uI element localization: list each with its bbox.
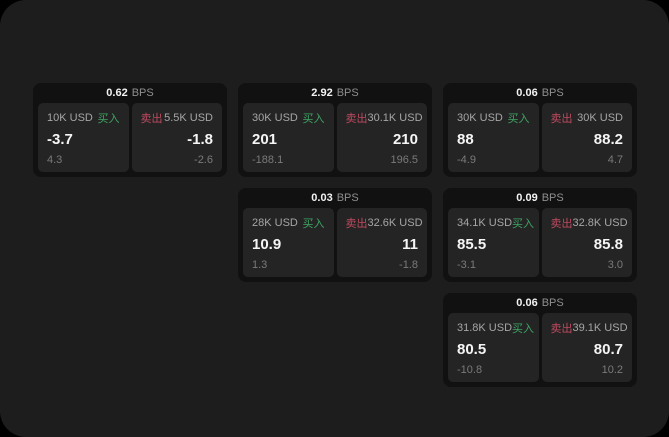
sell-price: -1.8: [187, 130, 213, 148]
sell-change: 4.7: [607, 154, 623, 166]
buy-price: 201: [252, 130, 278, 148]
sell-side-label: 卖出: [345, 113, 368, 125]
buy-side-label: 买入: [512, 323, 535, 335]
sell-price: 11: [402, 235, 418, 253]
card-header: 0.62 BPS: [38, 83, 222, 103]
buy-change: -188.1: [252, 154, 284, 166]
sell-amount: 5.5K USD: [164, 112, 213, 124]
sell-panel[interactable]: 卖出 30.1K USD 210 196.5: [336, 103, 427, 172]
sell-change: 196.5: [390, 154, 418, 166]
bps-value: 0.06: [516, 87, 538, 99]
buy-panel[interactable]: 30K USD 买入 201 -188.1: [243, 103, 334, 172]
sell-panel[interactable]: 卖出 30K USD 88.2 4.7: [541, 103, 632, 172]
buy-price: 85.5: [457, 235, 487, 253]
bps-unit-label: BPS: [131, 87, 154, 99]
buy-side-label: 买入: [302, 113, 325, 125]
buy-side-label: 买入: [512, 218, 535, 230]
card-header: 0.09 BPS: [448, 188, 632, 208]
bps-unit-label: BPS: [336, 87, 359, 99]
buy-price: -3.7: [47, 130, 73, 148]
bps-value: 0.06: [516, 297, 538, 309]
quote-card: 0.03 BPS 28K USD 买入 10.9 1.3 卖出 32.6K US…: [238, 188, 432, 282]
buy-sell-panels: 31.8K USD 买入 80.5 -10.8 卖出 39.1K USD 80.…: [448, 313, 632, 382]
buy-price: 10.9: [252, 235, 282, 253]
buy-side-label: 买入: [97, 113, 120, 125]
sell-price: 88.2: [593, 130, 623, 148]
sell-change: -2.6: [194, 154, 213, 166]
quote-card: 0.06 BPS 31.8K USD 买入 80.5 -10.8 卖出 39.1…: [443, 293, 637, 387]
sell-amount: 39.1K USD: [572, 322, 628, 334]
buy-amount: 10K USD: [47, 112, 93, 124]
sell-side-label: 卖出: [345, 218, 368, 230]
sell-amount: 30K USD: [577, 112, 623, 124]
buy-change: 4.3: [47, 154, 63, 166]
buy-side-label: 买入: [302, 218, 325, 230]
bps-value: 2.92: [311, 87, 333, 99]
sell-panel[interactable]: 卖出 5.5K USD -1.8 -2.6: [131, 103, 222, 172]
sell-amount: 32.8K USD: [572, 217, 628, 229]
bps-unit-label: BPS: [541, 297, 564, 309]
sell-change: -1.8: [399, 259, 418, 271]
buy-change: -3.1: [457, 259, 476, 271]
sell-amount: 30.1K USD: [367, 112, 423, 124]
card-header: 2.92 BPS: [243, 83, 427, 103]
bps-value: 0.09: [516, 192, 538, 204]
sell-price: 85.8: [593, 235, 623, 253]
quote-card: 0.62 BPS 10K USD 买入 -3.7 4.3 卖出 5.5K USD: [33, 83, 227, 177]
buy-change: 1.3: [252, 259, 268, 271]
sell-side-label: 卖出: [550, 323, 573, 335]
buy-panel[interactable]: 31.8K USD 买入 80.5 -10.8: [448, 313, 539, 382]
sell-side-label: 卖出: [550, 218, 573, 230]
sell-panel[interactable]: 卖出 39.1K USD 80.7 10.2: [541, 313, 632, 382]
card-header: 0.06 BPS: [448, 293, 632, 313]
bps-unit-label: BPS: [541, 87, 564, 99]
buy-side-label: 买入: [507, 113, 530, 125]
bps-value: 0.62: [106, 87, 128, 99]
buy-panel[interactable]: 30K USD 买入 88 -4.9: [448, 103, 539, 172]
sell-price: 80.7: [593, 340, 623, 358]
sell-price: 210: [392, 130, 418, 148]
buy-price: 80.5: [457, 340, 487, 358]
buy-price: 88: [457, 130, 474, 148]
buy-sell-panels: 28K USD 买入 10.9 1.3 卖出 32.6K USD 11 -1.8: [243, 208, 427, 277]
card-header: 0.03 BPS: [243, 188, 427, 208]
buy-panel[interactable]: 10K USD 买入 -3.7 4.3: [38, 103, 129, 172]
sell-panel[interactable]: 卖出 32.6K USD 11 -1.8: [336, 208, 427, 277]
sell-panel[interactable]: 卖出 32.8K USD 85.8 3.0: [541, 208, 632, 277]
buy-sell-panels: 30K USD 买入 201 -188.1 卖出 30.1K USD 210 1…: [243, 103, 427, 172]
buy-amount: 30K USD: [252, 112, 298, 124]
buy-sell-panels: 34.1K USD 买入 85.5 -3.1 卖出 32.8K USD 85.8…: [448, 208, 632, 277]
sell-change: 3.0: [607, 259, 623, 271]
bps-unit-label: BPS: [336, 192, 359, 204]
buy-amount: 31.8K USD: [457, 322, 513, 334]
bps-unit-label: BPS: [541, 192, 564, 204]
quote-cards-grid: 0.62 BPS 10K USD 买入 -3.7 4.3 卖出 5.5K USD: [33, 83, 637, 387]
sell-side-label: 卖出: [550, 113, 573, 125]
buy-change: -10.8: [457, 364, 483, 376]
buy-amount: 30K USD: [457, 112, 503, 124]
buy-sell-panels: 10K USD 买入 -3.7 4.3 卖出 5.5K USD -1.8 -2.…: [38, 103, 222, 172]
quote-card: 0.06 BPS 30K USD 买入 88 -4.9 卖出 30K USD: [443, 83, 637, 177]
bps-value: 0.03: [311, 192, 333, 204]
sell-change: 10.2: [601, 364, 623, 376]
sell-side-label: 卖出: [140, 113, 163, 125]
buy-panel[interactable]: 34.1K USD 买入 85.5 -3.1: [448, 208, 539, 277]
card-header: 0.06 BPS: [448, 83, 632, 103]
buy-sell-panels: 30K USD 买入 88 -4.9 卖出 30K USD 88.2 4.7: [448, 103, 632, 172]
buy-change: -4.9: [457, 154, 476, 166]
sell-amount: 32.6K USD: [367, 217, 423, 229]
buy-amount: 34.1K USD: [457, 217, 513, 229]
buy-panel[interactable]: 28K USD 买入 10.9 1.3: [243, 208, 334, 277]
buy-amount: 28K USD: [252, 217, 298, 229]
quote-card: 2.92 BPS 30K USD 买入 201 -188.1 卖出 30.1K …: [238, 83, 432, 177]
quote-card: 0.09 BPS 34.1K USD 买入 85.5 -3.1 卖出 32.8K…: [443, 188, 637, 282]
